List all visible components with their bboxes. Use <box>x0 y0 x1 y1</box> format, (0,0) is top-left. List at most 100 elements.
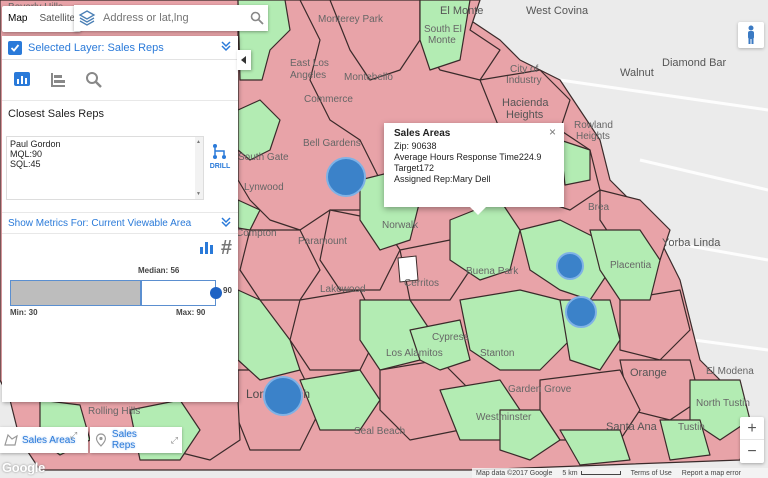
search-icon[interactable] <box>246 7 268 29</box>
sales-rep-marker[interactable] <box>565 296 597 328</box>
report-error-link[interactable]: Report a map error <box>681 469 741 477</box>
metric-max-value: 90 <box>223 286 232 295</box>
sales-reps-tab-label: Sales Reps <box>111 429 137 451</box>
place-label: Norwalk <box>382 220 419 231</box>
chevron-down-icon[interactable] <box>220 40 232 55</box>
sales-area[interactable] <box>459 289 571 371</box>
place-label: North Tustin <box>696 398 750 409</box>
sales-rep-marker[interactable] <box>556 252 584 280</box>
sales-rep-marker[interactable] <box>263 376 303 416</box>
metric-range-fill <box>11 281 142 305</box>
bar-chart-icon[interactable] <box>199 239 215 258</box>
layers-icon[interactable] <box>74 5 100 31</box>
metrics-scope-selector[interactable]: Show Metrics For: Current Viewable Area <box>2 212 238 234</box>
zoom-out-button[interactable]: − <box>747 443 757 460</box>
sales-areas-tab[interactable]: Sales Areas <box>0 427 88 453</box>
close-icon[interactable]: × <box>548 125 556 139</box>
map-type-control: Map Satellite <box>2 6 82 32</box>
map-type-map-tab[interactable]: Map <box>8 13 28 24</box>
closest-reps-list[interactable]: Paul Gordon MQL:90 SQL:45 <box>6 136 204 200</box>
map-footer: Map data ©2017 Google 5 km Terms of Use … <box>472 468 768 478</box>
place-label: Orange <box>630 367 667 379</box>
place-label: Bell Gardens <box>303 138 361 149</box>
sales-area[interactable] <box>299 369 381 431</box>
address-search <box>74 5 268 31</box>
sales-areas-icon <box>4 433 18 446</box>
sales-reps-tab[interactable]: Sales Reps ⤢ <box>90 427 182 453</box>
address-search-input[interactable] <box>100 12 246 24</box>
place-label: Monterey Park <box>318 14 384 25</box>
sales-area[interactable] <box>237 289 301 381</box>
place-label: Diamond Bar <box>662 57 727 69</box>
place-label: Lakewood <box>320 284 366 295</box>
chevron-down-icon[interactable] <box>220 216 232 231</box>
sales-rep-marker[interactable] <box>326 157 366 197</box>
median-label: Median: 56 <box>138 266 180 275</box>
number-view-icon[interactable]: # <box>220 237 232 259</box>
sales-area[interactable] <box>589 229 661 301</box>
sales-area[interactable] <box>689 379 751 441</box>
place-label: Garden Grove <box>508 384 572 395</box>
place-label: Stanton <box>480 348 514 359</box>
place-label: Monte <box>428 35 456 46</box>
sales-rep-markers <box>263 157 597 416</box>
map-data-attribution: Map data ©2017 Google <box>476 469 553 477</box>
closest-reps-title: Closest Sales Reps <box>2 100 238 126</box>
map-type-satellite-tab[interactable]: Satellite <box>39 13 76 24</box>
sales-area[interactable] <box>559 429 631 466</box>
sales-area-info-popup: Sales Areas × Zip: 90638 Average Hours R… <box>384 123 564 215</box>
place-label: Compton <box>236 228 277 239</box>
collapse-panel-button[interactable] <box>237 50 251 70</box>
place-label: West Covina <box>526 5 589 17</box>
place-label: Cypress <box>432 332 469 343</box>
popup-title: Sales Areas <box>394 128 451 139</box>
terms-link[interactable]: Terms of Use <box>630 469 672 477</box>
caret-left-icon <box>241 56 246 64</box>
place-label: El Monte <box>440 5 483 17</box>
sales-area[interactable] <box>419 0 471 71</box>
rep-mql: MQL:90 <box>10 149 43 159</box>
place-label: Heights <box>576 131 610 142</box>
drill-label: DRILL <box>209 163 231 170</box>
metric-max-marker[interactable] <box>210 287 222 299</box>
sales-area[interactable] <box>237 99 281 161</box>
map-pin-icon <box>95 433 107 447</box>
sales-area[interactable] <box>499 409 561 461</box>
popup-assigned-rep: Assigned Rep:Mary Dell <box>394 174 491 184</box>
google-logo: Google <box>2 460 45 475</box>
expand-icon[interactable]: ⤢ <box>70 430 78 440</box>
sales-area[interactable] <box>329 0 421 81</box>
expand-icon[interactable]: ⤢ <box>170 434 178 445</box>
place-label: Industry <box>506 75 542 86</box>
reps-scrollbar[interactable] <box>195 137 203 199</box>
panel-toolbar <box>2 60 238 100</box>
metrics-scope-label: Show Metrics For: Current Viewable Area <box>8 217 192 229</box>
layer-panel: Selected Layer: Sales Reps Closest Sales… <box>2 36 238 402</box>
selected-layer-header[interactable]: Selected Layer: Sales Reps <box>2 36 238 60</box>
layer-visible-checkbox[interactable] <box>8 40 22 55</box>
place-label: Westminster <box>476 412 532 423</box>
sales-area[interactable] <box>237 199 261 231</box>
place-label: Los Alamitos <box>386 348 443 359</box>
sales-area[interactable] <box>619 289 691 361</box>
place-label: Paramount <box>298 236 347 247</box>
search-tool-icon[interactable] <box>84 70 104 90</box>
street-view-pegman-icon[interactable] <box>738 22 764 48</box>
sales-area[interactable] <box>409 319 471 371</box>
sales-areas-tab-label: Sales Areas <box>22 434 76 446</box>
sales-area[interactable] <box>239 229 321 301</box>
place-label: Montebello <box>344 72 393 83</box>
place-label: Walnut <box>620 67 654 79</box>
place-label: South Gate <box>238 152 289 163</box>
place-label: Seal Beach <box>354 426 405 437</box>
drill-button[interactable]: DRILL <box>207 143 233 170</box>
zoom-control: + − <box>740 417 764 463</box>
scale-bar: 5 km <box>562 470 621 477</box>
zoom-in-button[interactable]: + <box>740 417 764 440</box>
selected-layer-label: Selected Layer: Sales Reps <box>28 41 164 54</box>
list-tool-icon[interactable] <box>48 70 68 90</box>
chart-tool-icon[interactable] <box>12 70 32 90</box>
metric-view-toggle: # <box>199 238 232 258</box>
sales-area[interactable] <box>659 419 711 461</box>
